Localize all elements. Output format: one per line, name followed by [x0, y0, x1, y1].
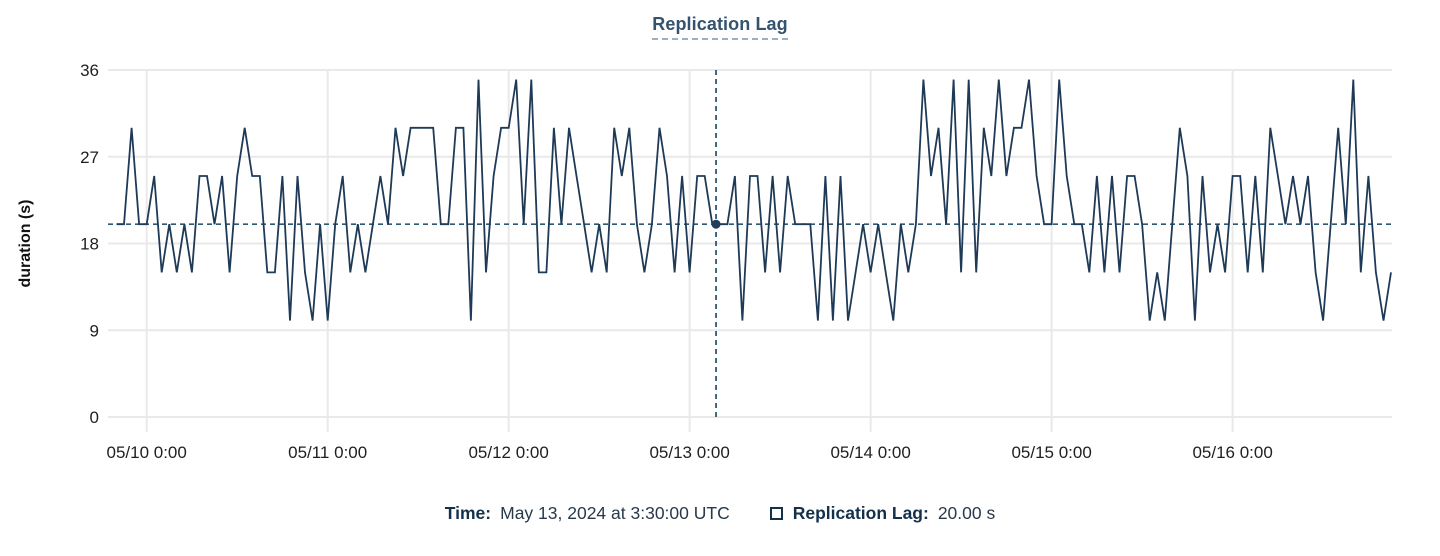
tooltip-time-group: Time: May 13, 2024 at 3:30:00 UTC	[445, 503, 730, 524]
tooltip-series-value: 20.00 s	[937, 503, 996, 523]
tooltip-time-label: Time:	[444, 503, 492, 523]
y-tick-label: 18	[80, 235, 99, 254]
y-tick-label: 27	[80, 148, 99, 167]
tooltip-series-label: Replication Lag:	[792, 503, 929, 523]
x-tick-label: 05/10 0:00	[106, 443, 186, 462]
x-tick-label: 05/15 0:00	[1011, 443, 1091, 462]
series-swatch-icon	[769, 507, 783, 520]
y-axis: 0 9 18 27 36	[80, 61, 1392, 427]
y-axis-title: duration (s)	[17, 200, 34, 288]
legend-series-entry[interactable]: Replication Lag: 20.00 s	[769, 503, 996, 524]
tooltip-time-value: May 13, 2024 at 3:30:00 UTC	[500, 503, 730, 523]
x-tick-label: 05/14 0:00	[830, 443, 910, 462]
x-tick-label: 05/13 0:00	[649, 443, 729, 462]
y-tick-label: 9	[90, 321, 99, 340]
tooltip-bar: Time: May 13, 2024 at 3:30:00 UTC Replic…	[0, 503, 1440, 524]
x-axis: 05/10 0:00 05/11 0:00 05/12 0:00 05/13 0:00…	[106, 70, 1273, 462]
chart-title-row: Replication Lag	[0, 14, 1440, 40]
x-tick-label: 05/16 0:00	[1192, 443, 1272, 462]
x-tick-label: 05/12 0:00	[468, 443, 548, 462]
crosshair-dot	[711, 219, 721, 229]
y-tick-label: 36	[80, 61, 99, 80]
series-line[interactable]	[116, 79, 1392, 321]
x-tick-label: 05/11 0:00	[288, 443, 367, 462]
chart-title[interactable]: Replication Lag	[652, 14, 788, 40]
y-tick-label: 0	[90, 408, 99, 427]
